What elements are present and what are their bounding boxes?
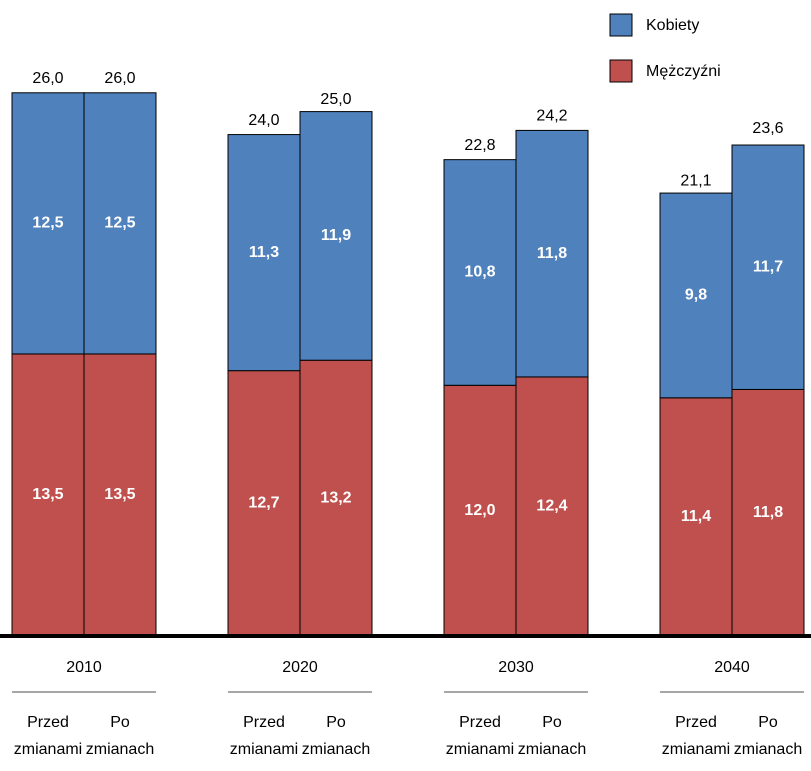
total-label: 26,0	[32, 70, 63, 87]
category-label: zmianach	[734, 741, 802, 758]
value-label: 11,8	[753, 504, 783, 521]
group-label: 2030	[498, 659, 534, 676]
category-label: zmianami	[662, 741, 730, 758]
bar-segment	[731, 144, 805, 390]
legend-label: Mężczyźni	[646, 63, 721, 80]
category-label: zmianami	[446, 741, 514, 758]
category-label: zmianach	[518, 741, 586, 758]
bar-segment	[443, 159, 517, 386]
group-label: 2020	[282, 659, 318, 676]
bar-segment	[11, 353, 85, 637]
bar-segment	[299, 111, 373, 361]
value-label: 11,4	[681, 508, 711, 525]
category-label: Po	[110, 714, 130, 731]
value-label: 12,4	[536, 498, 567, 515]
category-label: Przed	[243, 714, 285, 731]
bar-segment	[515, 376, 589, 637]
category-label: Po	[758, 714, 778, 731]
value-label: 10,8	[464, 264, 495, 281]
category-label: Przed	[27, 714, 69, 731]
total-label: 22,8	[464, 137, 495, 154]
value-label: 12,5	[104, 215, 135, 232]
bar-segment	[11, 92, 85, 355]
group-label: 2010	[66, 659, 102, 676]
category-label: Przed	[459, 714, 501, 731]
total-label: 25,0	[320, 91, 351, 108]
total-label: 26,0	[104, 70, 135, 87]
bar-segment	[659, 192, 733, 399]
category-label: zmianami	[230, 741, 298, 758]
value-label: 11,7	[753, 258, 783, 275]
group-label: 2040	[714, 659, 750, 676]
category-label: zmianach	[86, 741, 154, 758]
legend-swatch	[609, 13, 633, 37]
bar-segment	[227, 370, 301, 637]
value-label: 12,0	[464, 502, 495, 519]
bar-segment	[515, 129, 589, 378]
value-label: 13,5	[32, 486, 63, 503]
total-label: 24,0	[248, 112, 279, 129]
bar-segment	[731, 388, 805, 637]
value-label: 11,3	[249, 244, 279, 261]
value-label: 13,5	[104, 486, 135, 503]
category-label: Przed	[675, 714, 717, 731]
category-label: Po	[542, 714, 562, 731]
category-label: Po	[326, 714, 346, 731]
value-label: 9,8	[685, 287, 707, 304]
bar-segment	[659, 397, 733, 637]
value-label: 12,7	[248, 495, 279, 512]
value-label: 11,9	[321, 227, 351, 244]
bar-segment	[227, 134, 301, 372]
total-label: 24,2	[536, 108, 567, 125]
total-label: 23,6	[752, 120, 783, 137]
category-label: zmianami	[14, 741, 82, 758]
value-label: 11,8	[537, 245, 567, 262]
value-label: 12,5	[32, 215, 63, 232]
legend-swatch	[609, 59, 633, 83]
legend-label: Kobiety	[646, 17, 699, 34]
bar-segment	[83, 92, 157, 355]
total-label: 21,1	[680, 172, 711, 189]
category-label: zmianach	[302, 741, 370, 758]
value-label: 13,2	[320, 489, 351, 506]
